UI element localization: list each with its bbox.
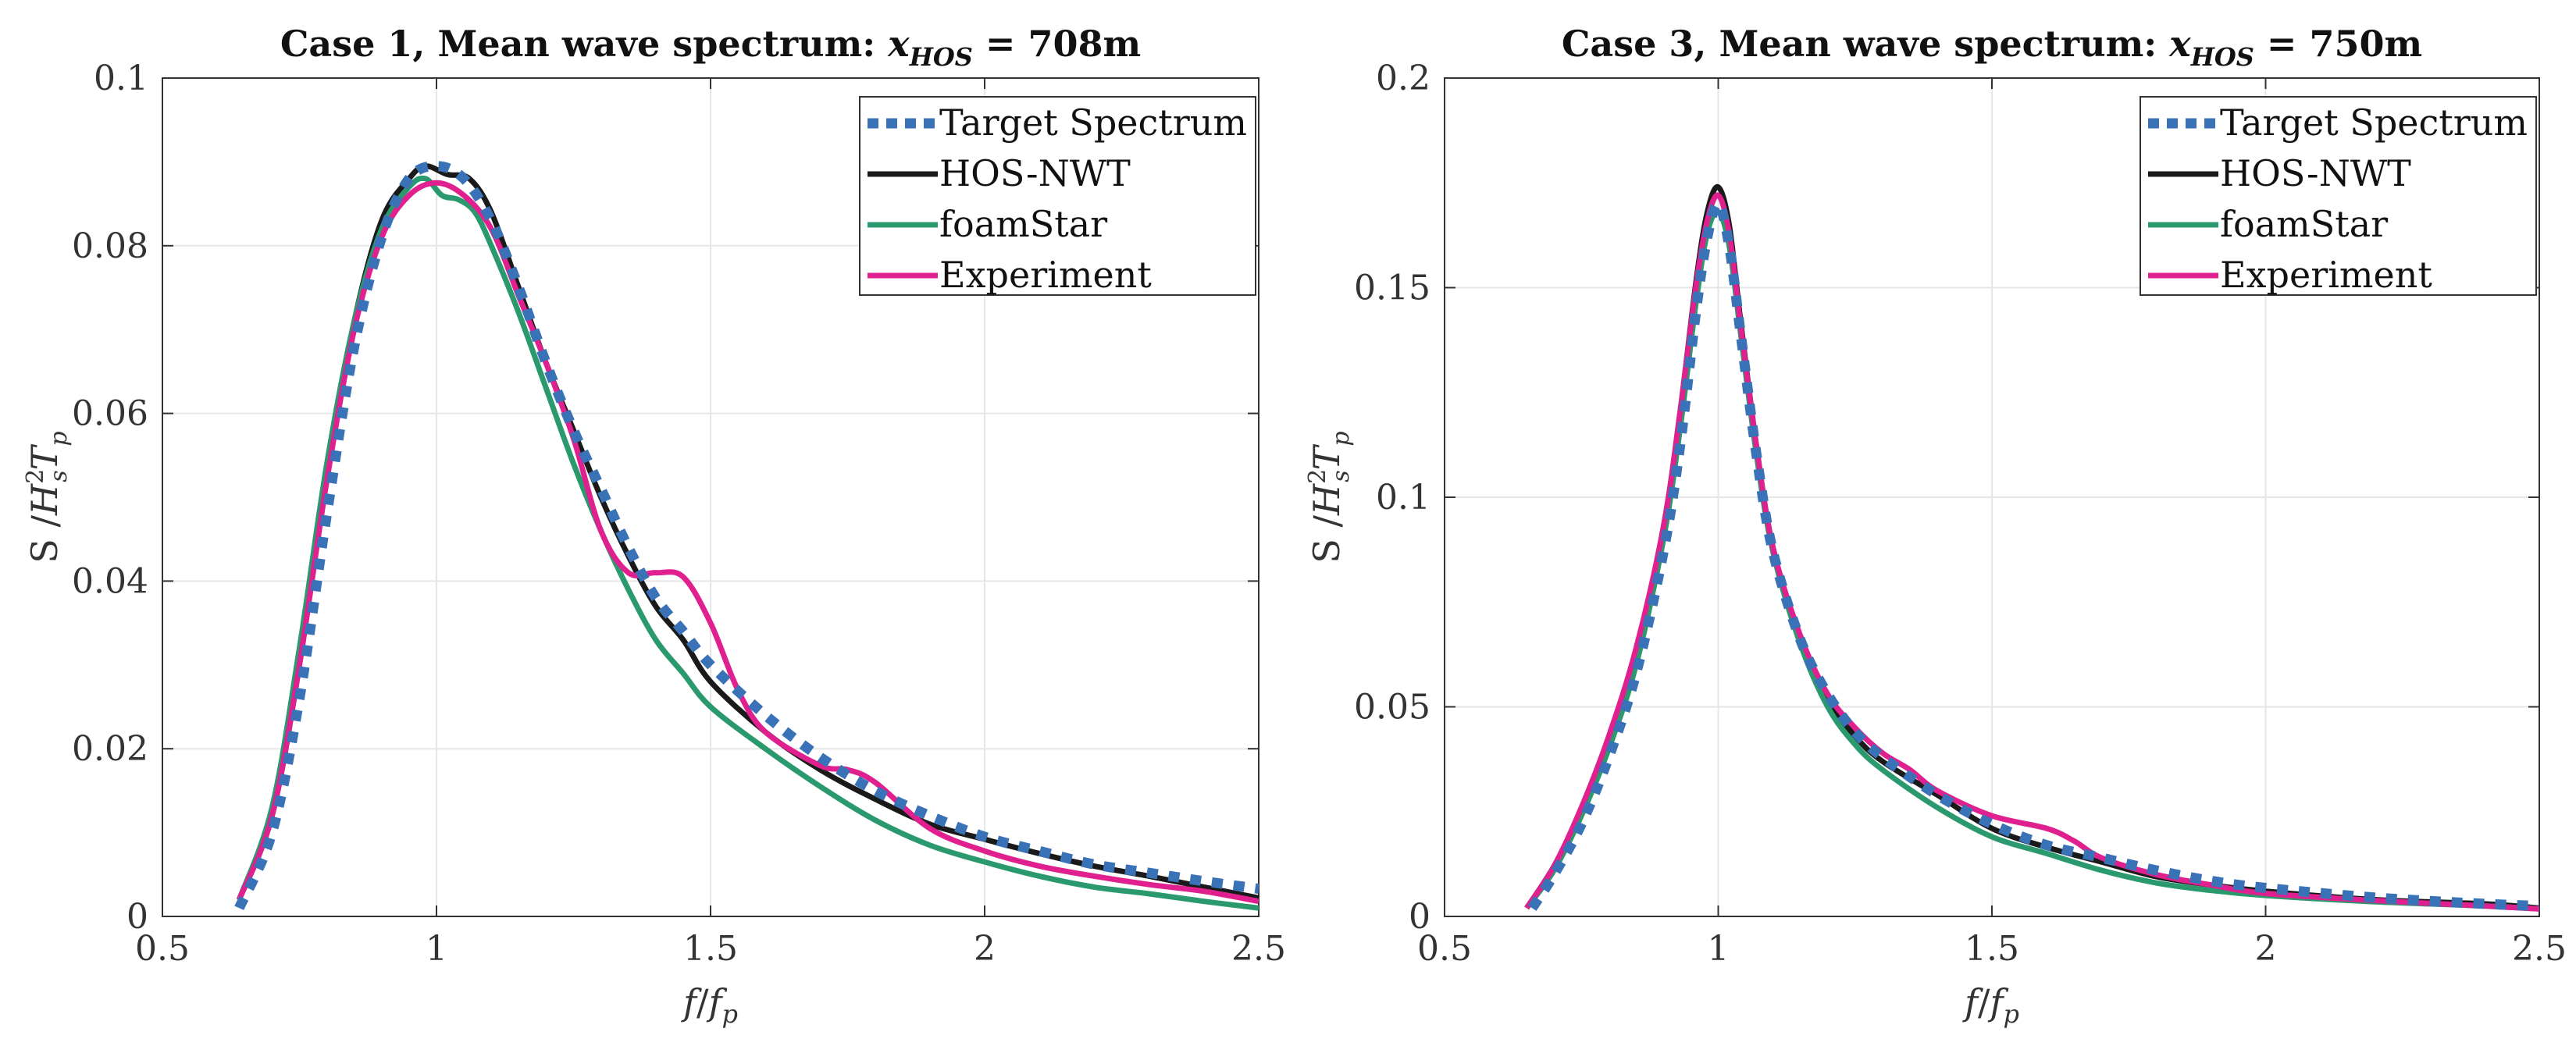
y-tick-label: 0.02 [72,729,148,769]
y-tick-label: 0 [1409,897,1431,937]
series-line-experiment [1524,192,2539,912]
y-tick-label: 0.06 [72,394,148,434]
x-tick-label: 2.5 [1231,929,1286,969]
y-tick-label: 0.08 [72,226,148,266]
chart-panel-2: 0.5 1 1.5 2 2.5 0 0.05 0.1 0.15 0.2 Case 3, Mean w… [1304,23,2567,1029]
legend-label: foamStar [2220,203,2388,245]
x-tick-label: 1.5 [1965,929,2019,969]
y-axis-label: S /H2sTp [22,431,73,563]
chart-title: Case 3, Mean wave spectrum: xHOS = 750m [1562,23,2422,72]
series-line-target-spectrum [1527,198,2539,912]
legend: Target Spectrum HOS-NWT foamStar Experiment [859,96,1256,296]
y-tick-label: 0.1 [94,59,148,98]
y-tick-label: 0.05 [1354,688,1431,728]
x-tick-label: 1 [426,929,447,969]
legend-label: Target Spectrum [2220,101,2528,144]
x-axis-label: f/fp [1962,981,2019,1029]
legend-box [859,96,1256,296]
chart-panel-1: 0.5 1 1.5 2 2.5 0 0.02 0.04 0.06 0.08 0.1 Case 1, M… [22,23,1286,1029]
x-tick-label: 2 [974,929,996,969]
legend-label: HOS-NWT [939,152,1131,194]
x-tick-label: 1.5 [683,929,738,969]
y-tick-label: 0 [126,897,148,937]
x-axis-label: f/fp [681,981,738,1029]
series-line-target-spectrum [234,161,1259,910]
y-tick-label: 0.15 [1354,269,1431,308]
x-tick-label: 2 [2255,929,2277,969]
legend: Target Spectrum HOS-NWT foamStar Experiment [2140,96,2537,296]
chart-title: Case 1, Mean wave spectrum: xHOS = 708m [280,23,1141,72]
series-group [1524,183,2539,912]
legend-label: Experiment [939,254,1152,296]
legend-label: Experiment [2220,254,2432,296]
series-group [234,161,1259,911]
legend-label: foamStar [939,203,1107,245]
series-line-foamstar [1524,208,2539,912]
y-tick-label: 0.04 [72,561,148,601]
legend-box [2140,96,2537,296]
y-axis-label: S /H2sTp [1304,431,1355,563]
legend-label: Target Spectrum [939,101,1247,144]
x-tick-label: 0.5 [1417,929,1472,969]
y-tick-label: 0.2 [1376,59,1431,98]
x-tick-label: 1 [1708,929,1730,969]
x-tick-label: 0.5 [135,929,190,969]
x-tick-label: 2.5 [2512,929,2567,969]
y-tick-label: 0.1 [1376,478,1431,518]
legend-label: HOS-NWT [2220,152,2411,194]
